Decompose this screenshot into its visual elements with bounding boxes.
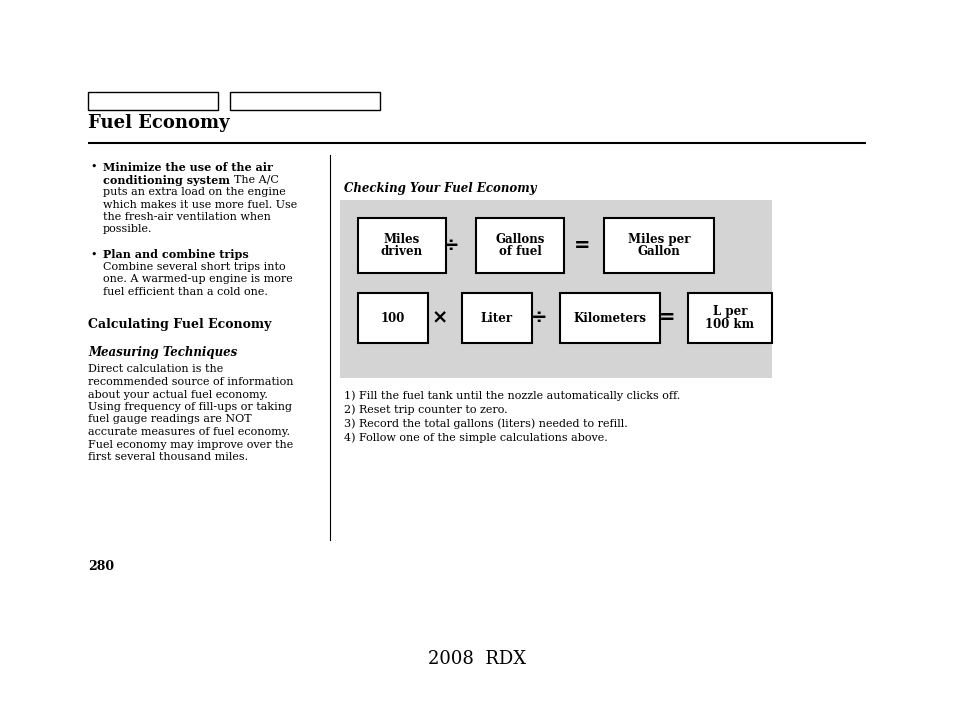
Text: fuel efficient than a cold one.: fuel efficient than a cold one. — [103, 287, 268, 297]
Text: 2) Reset trip counter to zero.: 2) Reset trip counter to zero. — [344, 404, 507, 415]
Text: ÷: ÷ — [442, 236, 458, 255]
Text: conditioning system: conditioning system — [103, 175, 230, 185]
Text: 100 km: 100 km — [705, 317, 754, 330]
Text: Calculating Fuel Economy: Calculating Fuel Economy — [88, 318, 271, 332]
FancyBboxPatch shape — [339, 200, 771, 378]
FancyBboxPatch shape — [687, 293, 771, 343]
Text: Minimize the use of the air: Minimize the use of the air — [103, 162, 273, 173]
Text: Gallons: Gallons — [495, 233, 544, 246]
Text: Liter: Liter — [480, 312, 513, 324]
Text: =: = — [573, 236, 590, 255]
Text: L per: L per — [712, 305, 746, 319]
Text: 100: 100 — [380, 312, 405, 324]
Text: the fresh-air ventilation when: the fresh-air ventilation when — [103, 212, 271, 222]
Text: Kilometers: Kilometers — [573, 312, 646, 324]
Text: Fuel Economy: Fuel Economy — [88, 114, 230, 132]
Text: ×: × — [432, 309, 448, 327]
FancyBboxPatch shape — [88, 92, 218, 110]
Text: =: = — [659, 309, 675, 327]
Text: about your actual fuel economy.: about your actual fuel economy. — [88, 390, 268, 400]
Text: ÷: ÷ — [530, 309, 547, 327]
Text: fuel gauge readings are NOT: fuel gauge readings are NOT — [88, 415, 252, 425]
Text: Miles per: Miles per — [627, 233, 690, 246]
Text: of fuel: of fuel — [498, 245, 540, 258]
Text: Measuring Techniques: Measuring Techniques — [88, 346, 237, 359]
Text: 3) Record the total gallons (liters) needed to refill.: 3) Record the total gallons (liters) nee… — [344, 418, 627, 429]
Text: driven: driven — [380, 245, 422, 258]
Text: Plan and combine trips: Plan and combine trips — [103, 249, 249, 261]
Text: first several thousand miles.: first several thousand miles. — [88, 452, 248, 462]
Text: Miles: Miles — [383, 233, 419, 246]
Text: Gallon: Gallon — [637, 245, 679, 258]
Text: •: • — [90, 162, 96, 172]
Text: Combine several short trips into: Combine several short trips into — [103, 262, 285, 272]
Text: Using frequency of fill-ups or taking: Using frequency of fill-ups or taking — [88, 402, 292, 412]
Text: recommended source of information: recommended source of information — [88, 377, 294, 387]
Text: 4) Follow one of the simple calculations above.: 4) Follow one of the simple calculations… — [344, 432, 607, 442]
Text: The A/C: The A/C — [220, 175, 278, 185]
Text: accurate measures of fuel economy.: accurate measures of fuel economy. — [88, 427, 290, 437]
FancyBboxPatch shape — [559, 293, 659, 343]
FancyBboxPatch shape — [461, 293, 532, 343]
Text: 1) Fill the fuel tank until the nozzle automatically clicks off.: 1) Fill the fuel tank until the nozzle a… — [344, 390, 679, 400]
FancyBboxPatch shape — [603, 218, 713, 273]
Text: 2008  RDX: 2008 RDX — [428, 650, 525, 668]
FancyBboxPatch shape — [230, 92, 379, 110]
FancyBboxPatch shape — [357, 218, 446, 273]
Text: 280: 280 — [88, 560, 114, 573]
Text: puts an extra load on the engine: puts an extra load on the engine — [103, 187, 286, 197]
Text: Checking Your Fuel Economy: Checking Your Fuel Economy — [344, 182, 536, 195]
Text: which makes it use more fuel. Use: which makes it use more fuel. Use — [103, 200, 297, 209]
FancyBboxPatch shape — [476, 218, 563, 273]
Text: •: • — [90, 249, 96, 259]
Text: possible.: possible. — [103, 224, 152, 234]
FancyBboxPatch shape — [357, 293, 428, 343]
Text: Fuel economy may improve over the: Fuel economy may improve over the — [88, 439, 293, 449]
Text: Direct calculation is the: Direct calculation is the — [88, 364, 223, 374]
Text: one. A warmed-up engine is more: one. A warmed-up engine is more — [103, 275, 293, 285]
